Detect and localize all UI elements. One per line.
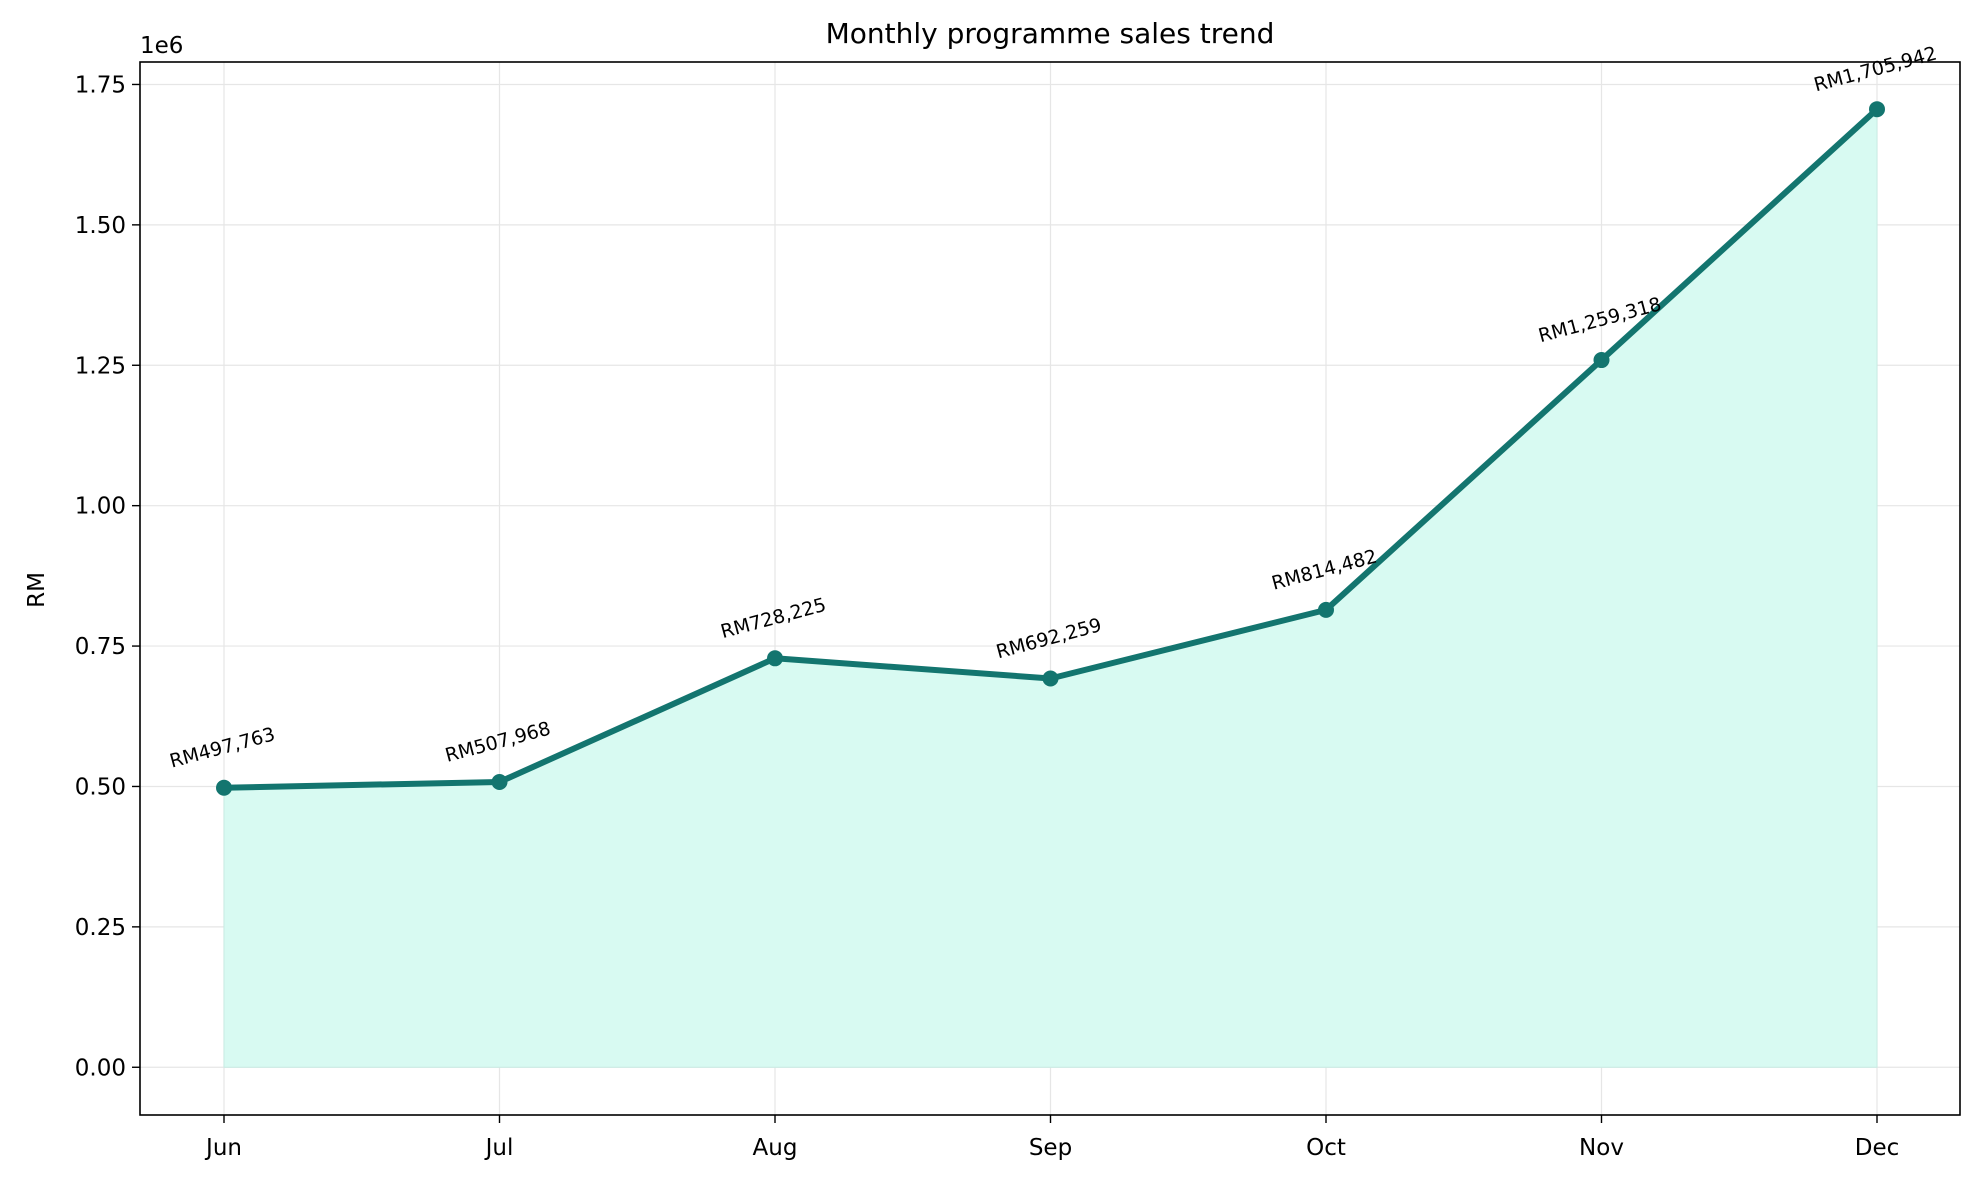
y-tick-label: 1.25 bbox=[75, 353, 126, 379]
data-point bbox=[491, 773, 508, 790]
data-point bbox=[1042, 670, 1059, 687]
y-tick-label: 1.75 bbox=[75, 72, 126, 98]
data-points bbox=[216, 101, 1885, 796]
y-tick-label: 0.50 bbox=[75, 774, 126, 800]
y-tick-label: 0.75 bbox=[75, 634, 126, 660]
data-point bbox=[1593, 352, 1610, 369]
x-axis: Jun Jul Aug Sep Oct Nov Dec bbox=[204, 1115, 1899, 1161]
y-axis-label: RM bbox=[24, 572, 50, 608]
x-tick-label: Nov bbox=[1579, 1135, 1624, 1161]
data-point bbox=[1869, 101, 1885, 118]
y-scale-multiplier: 1e6 bbox=[140, 33, 183, 59]
x-tick-label: Aug bbox=[753, 1135, 798, 1161]
y-axis: 0.00 0.25 0.50 0.75 1.00 1.25 1.50 1.75 bbox=[75, 72, 140, 1081]
y-tick-label: 1.00 bbox=[75, 494, 126, 520]
y-tick-label: 0.25 bbox=[75, 915, 126, 941]
chart-title: Monthly programme sales trend bbox=[826, 17, 1275, 50]
x-tick-label: Jul bbox=[484, 1135, 514, 1161]
x-tick-label: Jun bbox=[204, 1135, 242, 1161]
y-tick-label: 1.50 bbox=[75, 213, 126, 239]
data-point bbox=[216, 779, 232, 796]
x-tick-label: Dec bbox=[1855, 1135, 1900, 1161]
data-point bbox=[767, 650, 783, 667]
x-tick-label: Oct bbox=[1306, 1135, 1346, 1161]
data-point bbox=[1318, 601, 1334, 618]
y-tick-label: 0.00 bbox=[75, 1055, 126, 1081]
x-tick-label: Sep bbox=[1029, 1135, 1072, 1161]
